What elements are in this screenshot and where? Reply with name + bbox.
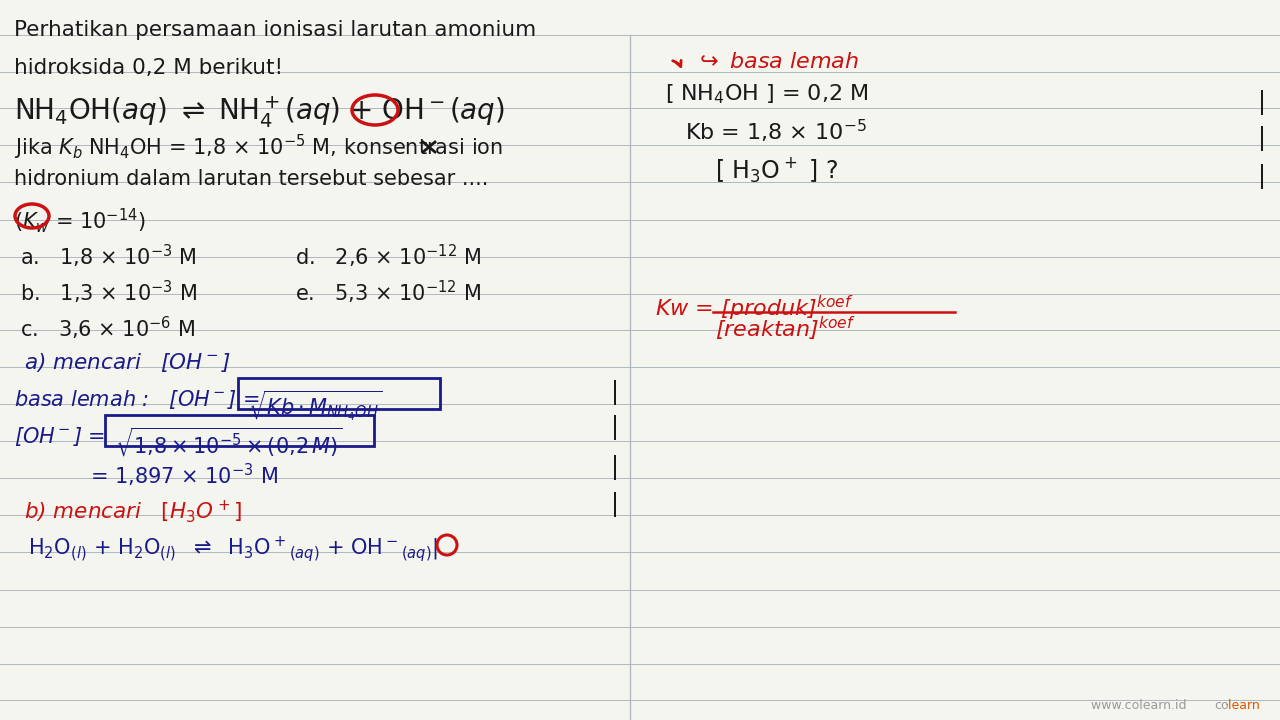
Text: ·learn: ·learn: [1225, 699, 1261, 712]
Text: H$_2$O$_{(l)}$ + H$_2$O$_{(l)}$  $\rightleftharpoons$  H$_3$O$^+$$_{(aq)}$ + OH$: H$_2$O$_{(l)}$ + H$_2$O$_{(l)}$ $\rightl…: [28, 535, 438, 565]
Text: |: |: [1258, 90, 1266, 115]
Text: $\hookrightarrow$ basa lemah: $\hookrightarrow$ basa lemah: [695, 52, 859, 72]
Text: [ NH$_4$OH ] = 0,2 M: [ NH$_4$OH ] = 0,2 M: [666, 82, 868, 106]
Text: $\sqrt{Kb \cdot M_{NH_{4}OH}}$: $\sqrt{Kb \cdot M_{NH_{4}OH}}$: [248, 388, 383, 423]
Text: [ H$_3$O$^+$ ] ?: [ H$_3$O$^+$ ] ?: [716, 156, 838, 185]
Text: a.   1,8 $\times$ 10$^{-3}$ M: a. 1,8 $\times$ 10$^{-3}$ M: [20, 243, 197, 270]
Text: |: |: [1258, 126, 1266, 151]
Text: |: |: [1258, 164, 1266, 189]
Text: b) mencari   $[H_3O^+]$: b) mencari $[H_3O^+]$: [24, 498, 242, 525]
Text: Jika $K_b$ NH$_4$OH = 1,8 $\times$ 10$^{-5}$ M, konsentrasi ion: Jika $K_b$ NH$_4$OH = 1,8 $\times$ 10$^{…: [14, 133, 503, 162]
Text: c.   3,6 $\times$ 10$^{-6}$ M: c. 3,6 $\times$ 10$^{-6}$ M: [20, 315, 196, 342]
Text: d.   2,6 $\times$ 10$^{-12}$ M: d. 2,6 $\times$ 10$^{-12}$ M: [294, 243, 481, 270]
Text: |: |: [611, 492, 620, 517]
Text: a) mencari   [OH$^-$]: a) mencari [OH$^-$]: [24, 351, 230, 374]
Text: hidronium dalam larutan tersebut sebesar ....: hidronium dalam larutan tersebut sebesar…: [14, 169, 489, 189]
Text: co: co: [1213, 699, 1229, 712]
Text: Kw = [produk]$^{koef}$: Kw = [produk]$^{koef}$: [655, 294, 854, 323]
Text: e.   5,3 $\times$ 10$^{-12}$ M: e. 5,3 $\times$ 10$^{-12}$ M: [294, 279, 481, 306]
Text: b.   1,3 $\times$ 10$^{-3}$ M: b. 1,3 $\times$ 10$^{-3}$ M: [20, 279, 197, 306]
Text: www.colearn.id: www.colearn.id: [1092, 699, 1196, 712]
Text: |: |: [611, 380, 620, 405]
Text: Kb = 1,8 $\times$ 10$^{-5}$: Kb = 1,8 $\times$ 10$^{-5}$: [685, 118, 867, 145]
Text: [reaktan]$^{koef}$: [reaktan]$^{koef}$: [716, 315, 856, 343]
Text: NH$_4$OH($aq$) $\rightleftharpoons$ NH$_4^+$($aq$) + OH$^-$($aq$): NH$_4$OH($aq$) $\rightleftharpoons$ NH$_…: [14, 94, 504, 130]
Text: = 1,897 $\times$ 10$^{-3}$ M: = 1,897 $\times$ 10$^{-3}$ M: [90, 462, 278, 489]
Text: |: |: [611, 455, 620, 480]
Text: ($K_w$ = 10$^{-14}$): ($K_w$ = 10$^{-14}$): [14, 206, 146, 235]
Text: $\sqrt{1{,}8 \times 10^{-5} \times (0{,}2\,M)}$: $\sqrt{1{,}8 \times 10^{-5} \times (0{,}…: [115, 425, 343, 459]
Text: [OH$^-$] =: [OH$^-$] =: [14, 425, 108, 448]
Text: hidroksida 0,2 M berikut!: hidroksida 0,2 M berikut!: [14, 58, 283, 78]
Text: Perhatikan persamaan ionisasi larutan amonium: Perhatikan persamaan ionisasi larutan am…: [14, 20, 536, 40]
Text: basa lemah :   [OH$^-$] =: basa lemah : [OH$^-$] =: [14, 388, 262, 411]
Text: |: |: [611, 415, 620, 440]
